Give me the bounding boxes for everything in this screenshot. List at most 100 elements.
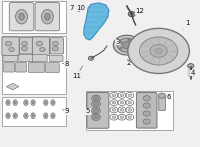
Circle shape — [143, 96, 150, 101]
Ellipse shape — [16, 9, 28, 24]
Ellipse shape — [31, 113, 35, 119]
Circle shape — [128, 101, 132, 104]
Ellipse shape — [44, 100, 48, 106]
Text: 1: 1 — [183, 20, 190, 29]
FancyBboxPatch shape — [4, 63, 15, 72]
Circle shape — [119, 41, 122, 43]
Text: 3: 3 — [116, 39, 120, 46]
Text: 12: 12 — [135, 8, 144, 15]
Circle shape — [92, 101, 100, 107]
Circle shape — [128, 39, 130, 41]
Ellipse shape — [32, 101, 34, 104]
Circle shape — [117, 38, 136, 52]
FancyBboxPatch shape — [2, 97, 66, 126]
Circle shape — [128, 49, 130, 51]
Ellipse shape — [45, 101, 47, 104]
Ellipse shape — [32, 114, 34, 117]
Ellipse shape — [44, 113, 48, 119]
Circle shape — [94, 115, 98, 119]
Circle shape — [52, 47, 58, 51]
Circle shape — [128, 11, 135, 17]
Circle shape — [143, 103, 150, 108]
Text: 11: 11 — [72, 66, 83, 79]
Ellipse shape — [13, 113, 17, 119]
FancyBboxPatch shape — [50, 55, 63, 62]
Circle shape — [158, 93, 166, 98]
Text: 7: 7 — [69, 5, 80, 12]
Ellipse shape — [7, 114, 9, 117]
Circle shape — [143, 111, 150, 116]
Ellipse shape — [31, 100, 35, 106]
Circle shape — [155, 48, 162, 54]
FancyBboxPatch shape — [33, 55, 47, 62]
Polygon shape — [6, 83, 19, 90]
Text: 6: 6 — [166, 93, 171, 100]
FancyBboxPatch shape — [19, 38, 33, 54]
FancyBboxPatch shape — [159, 96, 165, 111]
Ellipse shape — [25, 101, 27, 104]
Circle shape — [112, 101, 116, 104]
Circle shape — [9, 47, 14, 51]
Circle shape — [133, 44, 136, 46]
FancyBboxPatch shape — [50, 38, 63, 54]
Circle shape — [88, 56, 94, 60]
Circle shape — [140, 37, 178, 65]
FancyBboxPatch shape — [19, 55, 33, 62]
Ellipse shape — [6, 100, 10, 106]
Circle shape — [36, 41, 43, 46]
FancyBboxPatch shape — [9, 3, 34, 31]
Text: 9: 9 — [62, 108, 69, 114]
Polygon shape — [84, 3, 109, 40]
Text: 10: 10 — [77, 5, 89, 12]
Text: 2: 2 — [127, 59, 131, 66]
Ellipse shape — [14, 101, 16, 104]
Text: 4: 4 — [191, 69, 195, 76]
Circle shape — [128, 109, 132, 111]
Ellipse shape — [24, 113, 28, 119]
Circle shape — [120, 101, 124, 104]
Ellipse shape — [52, 114, 54, 117]
FancyBboxPatch shape — [32, 37, 50, 55]
Circle shape — [94, 109, 98, 112]
Circle shape — [5, 41, 12, 46]
Circle shape — [112, 116, 116, 118]
Circle shape — [120, 116, 124, 118]
Ellipse shape — [52, 101, 54, 104]
Circle shape — [122, 42, 132, 49]
Ellipse shape — [51, 100, 55, 106]
FancyBboxPatch shape — [35, 3, 60, 31]
Circle shape — [52, 41, 58, 46]
FancyBboxPatch shape — [28, 62, 44, 72]
Ellipse shape — [45, 13, 50, 20]
Ellipse shape — [24, 100, 28, 106]
FancyBboxPatch shape — [45, 63, 59, 72]
FancyBboxPatch shape — [2, 1, 66, 34]
Ellipse shape — [14, 114, 16, 117]
FancyBboxPatch shape — [86, 91, 173, 130]
Circle shape — [119, 47, 122, 49]
Ellipse shape — [13, 100, 17, 106]
Ellipse shape — [45, 114, 47, 117]
Circle shape — [128, 94, 132, 97]
Text: 5: 5 — [86, 108, 91, 114]
FancyBboxPatch shape — [87, 92, 109, 128]
Circle shape — [94, 102, 98, 106]
Circle shape — [120, 94, 124, 97]
Circle shape — [40, 47, 45, 51]
FancyBboxPatch shape — [16, 63, 27, 72]
Circle shape — [22, 41, 28, 46]
Circle shape — [150, 45, 167, 57]
FancyBboxPatch shape — [2, 36, 66, 94]
Ellipse shape — [6, 113, 10, 119]
Circle shape — [120, 109, 124, 111]
FancyBboxPatch shape — [2, 37, 19, 55]
Ellipse shape — [41, 9, 53, 24]
Circle shape — [112, 109, 116, 111]
Circle shape — [92, 114, 100, 120]
Circle shape — [112, 94, 116, 97]
Ellipse shape — [7, 101, 9, 104]
Circle shape — [94, 97, 98, 100]
Text: 8: 8 — [62, 61, 69, 67]
Circle shape — [188, 64, 194, 68]
Circle shape — [128, 116, 132, 118]
